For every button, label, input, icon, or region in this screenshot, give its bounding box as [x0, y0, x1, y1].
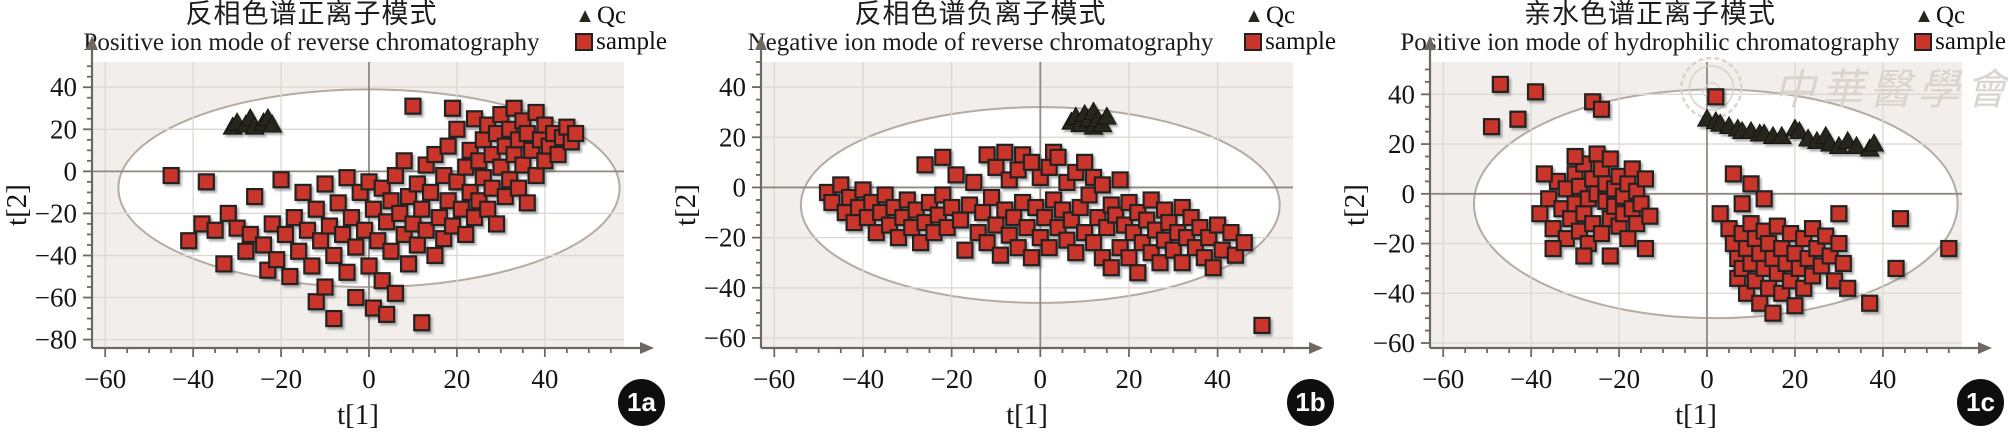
legend-qc-label: Qc	[1935, 2, 1966, 29]
svg-text:0: 0	[1034, 364, 1048, 394]
legend-sample-label: sample	[1265, 28, 1336, 55]
panel-title-zh: 反相色谱正离子模式	[185, 0, 438, 29]
svg-text:−60: −60	[35, 283, 77, 313]
svg-text:−40: −40	[172, 364, 214, 394]
svg-text:20: 20	[1388, 129, 1415, 159]
svg-text:−60: −60	[704, 323, 746, 353]
svg-text:−60: −60	[84, 364, 126, 394]
sample-square-icon	[575, 33, 594, 51]
qc-triangle-icon: ▲	[1914, 5, 1934, 27]
svg-text:−20: −20	[704, 223, 746, 253]
legend-sample-label: sample	[596, 28, 667, 55]
panel-title-block: 反相色谱负离子模式 Negative ion mode of reverse c…	[669, 0, 1292, 56]
svg-text:20: 20	[1115, 364, 1142, 394]
svg-text:40: 40	[1204, 364, 1231, 394]
svg-text:−20: −20	[260, 364, 302, 394]
qc-triangle-icon: ▲	[1244, 5, 1264, 27]
legend-item-sample: sample	[575, 28, 667, 55]
legend-item-sample: sample	[1244, 28, 1336, 55]
panel-title-block: 反相色谱正离子模式 Positive ion mode of reverse c…	[0, 0, 623, 56]
svg-text:t[2]: t[2]	[1339, 184, 1371, 226]
panel-title-en: Positive ion mode of reverse chromatogra…	[83, 29, 540, 57]
sample-square-icon	[1244, 33, 1263, 51]
svg-text:−40: −40	[1510, 364, 1552, 394]
svg-text:0: 0	[1402, 179, 1416, 209]
svg-text:0: 0	[1700, 364, 1714, 394]
svg-text:−20: −20	[35, 198, 77, 228]
panel-title-zh: 亲水色谱正离子模式	[1524, 0, 1776, 29]
svg-text:−60: −60	[1422, 364, 1464, 394]
qc-triangle-icon: ▲	[575, 5, 595, 27]
svg-text:40: 40	[531, 364, 558, 394]
svg-text:−40: −40	[704, 273, 746, 303]
panel-1a: 反相色谱正离子模式 Positive ion mode of reverse c…	[0, 0, 669, 432]
svg-text:t[1]: t[1]	[1006, 399, 1048, 431]
svg-text:20: 20	[50, 114, 77, 144]
panel-1b: 反相色谱负离子模式 Negative ion mode of reverse c…	[669, 0, 1338, 432]
svg-text:0: 0	[733, 172, 747, 202]
figure-label-badge: 1b	[1287, 379, 1334, 426]
svg-text:−20: −20	[931, 364, 973, 394]
legend: ▲ Qc sample	[575, 2, 667, 55]
legend: ▲ Qc sample	[1244, 2, 1336, 55]
legend-sample-label: sample	[1935, 28, 2006, 55]
legend-item-sample: sample	[1914, 28, 2006, 55]
panel-1c: 亲水色谱正离子模式 Positive ion mode of hydrophil…	[1338, 0, 2008, 432]
svg-text:40: 40	[1869, 364, 1896, 394]
svg-text:−20: −20	[1598, 364, 1640, 394]
svg-text:0: 0	[362, 364, 376, 394]
panel-title-en: Positive ion mode of hydrophilic chromat…	[1400, 29, 1900, 57]
scatter-plot-1c: 中華醫學會 −60 −40 −20 0 20 40 40 20 0 −20 −40 −60 t[1] t[2…	[1339, 36, 2008, 431]
svg-text:20: 20	[443, 364, 470, 394]
panel-title-en: Negative ion mode of reverse chromatogra…	[747, 29, 1214, 57]
svg-text:−20: −20	[1373, 229, 1415, 259]
svg-text:t[2]: t[2]	[670, 184, 702, 226]
legend-item-qc: ▲ Qc	[575, 2, 667, 29]
svg-text:40: 40	[719, 72, 746, 102]
svg-text:t[1]: t[1]	[1675, 399, 1717, 431]
svg-text:−60: −60	[753, 364, 795, 394]
svg-text:t[2]: t[2]	[1, 184, 33, 226]
legend-qc-label: Qc	[1265, 2, 1296, 29]
panel-title-zh: 反相色谱负离子模式	[854, 0, 1107, 29]
svg-text:t[1]: t[1]	[337, 399, 379, 431]
figure-label-badge: 1a	[618, 379, 665, 426]
legend: ▲ Qc sample	[1914, 2, 2006, 55]
scatter-plot-1b: −60 −40 −20 0 20 40 40 20 0 −20 −40 −60 t[1] t[2]	[670, 36, 1323, 431]
svg-text:−60: −60	[1373, 328, 1415, 358]
svg-text:40: 40	[50, 72, 77, 102]
svg-text:20: 20	[1781, 364, 1808, 394]
legend-qc-label: Qc	[596, 2, 627, 29]
panel-title-block: 亲水色谱正离子模式 Positive ion mode of hydrophil…	[1338, 0, 1962, 56]
svg-text:20: 20	[719, 122, 746, 152]
legend-item-qc: ▲ Qc	[1244, 2, 1336, 29]
svg-text:中華醫學會: 中華醫學會	[1773, 68, 2008, 114]
svg-text:−40: −40	[35, 240, 77, 270]
svg-text:−80: −80	[35, 325, 77, 355]
sample-square-icon	[1914, 33, 1933, 51]
svg-text:−40: −40	[1373, 278, 1415, 308]
svg-text:−40: −40	[842, 364, 884, 394]
svg-text:40: 40	[1388, 79, 1415, 109]
legend-item-qc: ▲ Qc	[1914, 2, 2006, 29]
watermark-cma-logo: 中華醫學會	[1680, 56, 2008, 120]
figure-label-badge: 1c	[1957, 379, 2004, 426]
svg-text:0: 0	[64, 156, 78, 186]
